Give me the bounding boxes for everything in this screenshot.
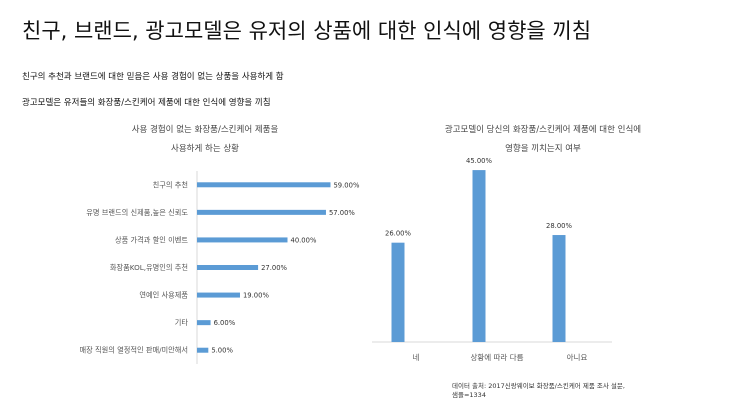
bar xyxy=(197,237,288,243)
bar xyxy=(472,170,486,342)
bar xyxy=(552,235,566,342)
bar xyxy=(197,292,240,298)
data-label: 5.00% xyxy=(211,347,233,355)
bar xyxy=(197,265,259,270)
right-chart-title: 광고모델이 당신의 화장품/스킨케어 제품에 대한 인식에 영향을 끼치는지 여… xyxy=(378,121,708,159)
category-label: 네 xyxy=(413,353,420,362)
category-label: 화장품KOL,유명인의 추천 xyxy=(110,263,188,272)
subtitle-line-2: 광고모델은 유저들의 화장품/스킨케어 제품에 대한 인식에 영향을 끼침 xyxy=(22,98,271,108)
bar xyxy=(197,320,211,326)
left-chart-title: 사용 경험이 없는 화장품/스킨케어 제품을 사용하게 하는 상황 xyxy=(40,121,370,159)
left-chart-title-line-2: 사용하게 하는 상황 xyxy=(171,144,239,154)
category-label: 상황에 따라 다름 xyxy=(470,352,523,362)
data-label: 57.00% xyxy=(329,209,355,217)
category-label: 아니요 xyxy=(567,352,588,362)
category-label: 연예인 사용제품 xyxy=(139,291,188,300)
data-source-note: 데이터 출처: 2017신랑웨이보 화장품/스킨케어 제품 조사 설문, 샘플=… xyxy=(452,382,732,400)
data-label: 27.00% xyxy=(261,264,287,272)
bar xyxy=(197,347,209,353)
data-label: 40.00% xyxy=(291,236,317,244)
category-label: 유명 브랜드의 신제품,높은 신뢰도 xyxy=(86,208,188,217)
category-label: 기타 xyxy=(175,318,189,327)
data-label: 19.00% xyxy=(243,292,269,300)
source-line-1: 데이터 출처: 2017신랑웨이보 화장품/스킨케어 제품 조사 설문, xyxy=(452,382,625,390)
data-label: 59.00% xyxy=(333,181,359,189)
subtitle-line-1: 친구의 추천과 브랜드에 대한 믿음은 사용 경험이 없는 상품을 사용하게 함 xyxy=(22,72,284,82)
data-label: 26.00% xyxy=(385,230,411,238)
bar xyxy=(391,242,405,342)
data-label: 28.00% xyxy=(546,222,572,230)
category-label: 매장 직원의 열정적인 판매/미안해서 xyxy=(80,346,188,355)
data-label: 45.00% xyxy=(466,157,492,165)
bar xyxy=(197,182,331,188)
page-title: 친구, 브랜드, 광고모델은 유저의 상품에 대한 인식에 영향을 끼침 xyxy=(22,19,592,43)
bar xyxy=(197,209,326,215)
left-chart-title-line-1: 사용 경험이 없는 화장품/스킨케어 제품을 xyxy=(131,125,279,135)
source-line-2: 샘플=1334 xyxy=(452,391,486,399)
data-label: 6.00% xyxy=(214,319,236,327)
right-chart-title-line-1: 광고모델이 당신의 화장품/스킨케어 제품에 대한 인식에 xyxy=(444,125,642,135)
category-label: 상품 가격과 할인 이벤트 xyxy=(115,235,188,244)
right-chart-title-line-2: 영향을 끼치는지 여부 xyxy=(505,144,581,154)
category-label: 친구의 추천 xyxy=(153,180,188,189)
